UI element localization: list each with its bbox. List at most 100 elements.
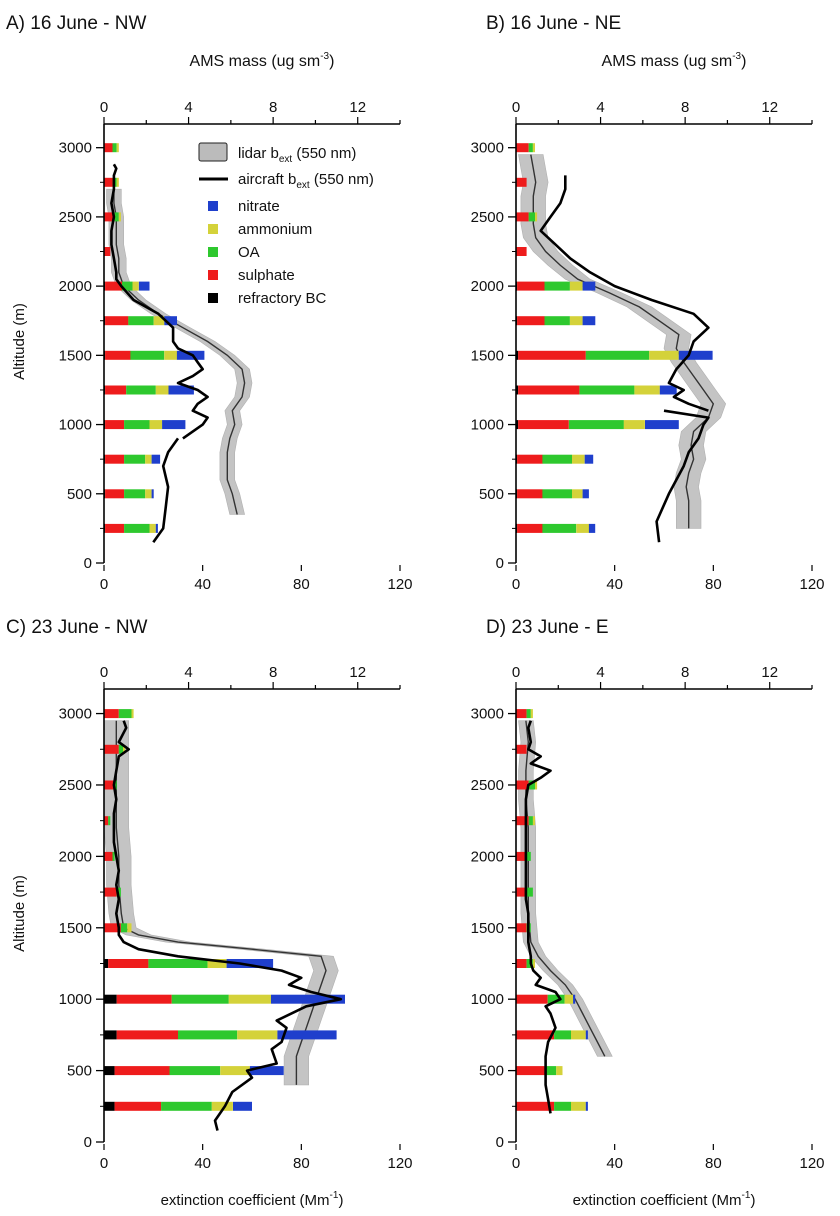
panel-b: 0 500 1000 1500 2000 2500 3000 0 40 80 120 0 4 8 12 AMS… — [471, 51, 825, 593]
panel-d: 0 500 1000 1500 2000 2500 3000 0 40 80 120 0 4 8 12 ext… — [471, 664, 825, 1209]
bar-d-1000-ammonium — [564, 994, 574, 1004]
bar-a-3000-oa — [112, 143, 117, 153]
y-tick-label-b-3000: 3000 — [471, 140, 504, 157]
y-tick-label-a-0: 0 — [84, 555, 92, 572]
bar-c-1000-nitrate — [271, 994, 345, 1004]
top-tick-label-b-12: 12 — [761, 99, 778, 116]
legend-nitrate-label: nitrate — [238, 198, 280, 215]
y-tick-label-b-2000: 2000 — [471, 278, 504, 295]
bar-d-1000-nitrate — [573, 994, 576, 1004]
bar-d-250-nitrate — [585, 1101, 588, 1111]
bar-a-3000-ammonium — [116, 143, 119, 153]
y-tick-label-c-0: 0 — [84, 1134, 92, 1151]
aircraft-line-b-0 — [655, 409, 710, 543]
bar-c-2250-sulphate — [104, 816, 109, 826]
bar-a-2500-oa — [114, 212, 119, 222]
bar-c-3000-sulphate — [104, 709, 119, 719]
bar-b-2000-ammonium — [569, 281, 583, 291]
aircraft-line-a-1 — [110, 163, 209, 440]
bar-c-2000-sulphate — [104, 851, 113, 861]
x-tick-label-a-0: 0 — [100, 576, 108, 593]
bar-b-1750-oa — [544, 316, 570, 326]
bar-d-2500-oa — [528, 780, 535, 790]
bar-a-250-sulphate — [105, 523, 125, 533]
aircraft-line-b-1 — [539, 175, 710, 412]
bar-c-1000-bc — [104, 994, 117, 1004]
bar-b-2000-sulphate — [517, 281, 545, 291]
bar-d-250-sulphate — [516, 1101, 555, 1111]
bar-a-750-sulphate — [105, 454, 125, 464]
top-tick-label-c-8: 8 — [269, 664, 277, 681]
bar-d-1250-sulphate — [516, 959, 527, 968]
y-tick-label-c-3000: 3000 — [59, 706, 92, 723]
bar-b-1750-nitrate — [582, 316, 596, 326]
bar-d-3000-sulphate — [516, 709, 527, 719]
bar-c-1250-sulphate — [108, 959, 149, 968]
bar-a-1000-ammonium — [149, 420, 163, 430]
top-tick-label-c-0: 0 — [100, 664, 108, 681]
panel-b-title: B) 16 June - NE — [486, 13, 621, 34]
bar-c-750-nitrate — [277, 1030, 337, 1040]
bar-a-2000-sulphate — [105, 281, 122, 291]
bar-c-1250-nitrate — [226, 959, 274, 968]
bar-d-750-ammonium — [571, 1030, 586, 1040]
aircraft-line-c-0 — [112, 720, 343, 1131]
bar-b-2500-sulphate — [516, 212, 529, 222]
x-tick-label-d-80: 80 — [705, 1155, 722, 1172]
bar-d-1000-oa — [547, 994, 565, 1004]
aircraft-line-d-0 — [524, 720, 562, 1114]
y-tick-label-d-2500: 2500 — [471, 777, 504, 794]
y-tick-label-a-500: 500 — [67, 486, 92, 503]
y-tick-label-d-3000: 3000 — [471, 706, 504, 723]
bar-b-3000-ammonium — [532, 143, 535, 153]
bar-c-1250-ammonium — [207, 959, 227, 968]
x-tick-label-b-0: 0 — [512, 576, 520, 593]
bar-b-500-sulphate — [517, 489, 543, 499]
bar-b-250-oa — [542, 523, 577, 533]
bar-b-1500-ammonium — [649, 350, 679, 360]
bar-c-1750-sulphate — [104, 887, 117, 897]
x-tick-label-a-80: 80 — [293, 576, 310, 593]
bar-d-250-oa — [554, 1101, 571, 1111]
bar-c-2750-oa — [118, 744, 123, 754]
bar-d-2250-sulphate — [516, 816, 529, 826]
bar-c-500-nitrate — [249, 1066, 284, 1076]
top-tick-label-d-0: 0 — [512, 664, 520, 681]
bar-b-2750-sulphate — [516, 177, 527, 187]
bar-c-2500-sulphate — [104, 780, 115, 790]
bar-b-1000-ammonium — [623, 420, 645, 430]
bar-d-2250-ammonium — [532, 816, 535, 826]
top-tick-label-c-4: 4 — [184, 664, 192, 681]
bar-c-250-ammonium — [211, 1101, 233, 1111]
bar-a-1250-ammonium — [155, 385, 169, 395]
bar-a-1750-oa — [128, 316, 154, 326]
y-tick-label-b-0: 0 — [496, 555, 504, 572]
y-tick-label-a-1500: 1500 — [59, 347, 92, 364]
bar-c-250-bc — [104, 1101, 115, 1111]
bar-b-1750-ammonium — [569, 316, 583, 326]
bar-b-3000-oa — [528, 143, 533, 153]
y-tick-label-c-1500: 1500 — [59, 920, 92, 937]
bar-a-750-nitrate — [151, 454, 161, 464]
y-tick-label-c-500: 500 — [67, 1063, 92, 1080]
bar-c-750-sulphate — [116, 1030, 178, 1040]
bar-b-2250-sulphate — [516, 247, 527, 256]
top-tick-label-d-4: 4 — [596, 664, 604, 681]
bar-b-1000-oa — [568, 420, 624, 430]
bar-b-1250-sulphate — [518, 385, 580, 395]
bar-c-1000-sulphate — [116, 994, 172, 1004]
bar-d-750-sulphate — [516, 1030, 555, 1040]
legend-oa-label: OA — [238, 244, 260, 261]
bar-d-1750-oa — [526, 887, 533, 897]
y-axis-label-a: Altitude (m) — [11, 303, 28, 380]
x-axis-label-d: extinction coefficient (Mm-1) — [573, 1190, 756, 1209]
bar-d-500-oa — [545, 1066, 557, 1076]
bar-a-250-nitrate — [155, 523, 158, 533]
bar-a-1250-sulphate — [105, 385, 127, 395]
bar-c-1500-oa — [120, 923, 128, 933]
panel-c: 0 500 1000 1500 2000 2500 3000 0 40 80 120 0 4 8 12 Alt… — [11, 664, 413, 1209]
bar-b-250-nitrate — [588, 523, 596, 533]
bar-a-1750-nitrate — [164, 316, 177, 326]
bar-b-3000-sulphate — [516, 143, 529, 153]
